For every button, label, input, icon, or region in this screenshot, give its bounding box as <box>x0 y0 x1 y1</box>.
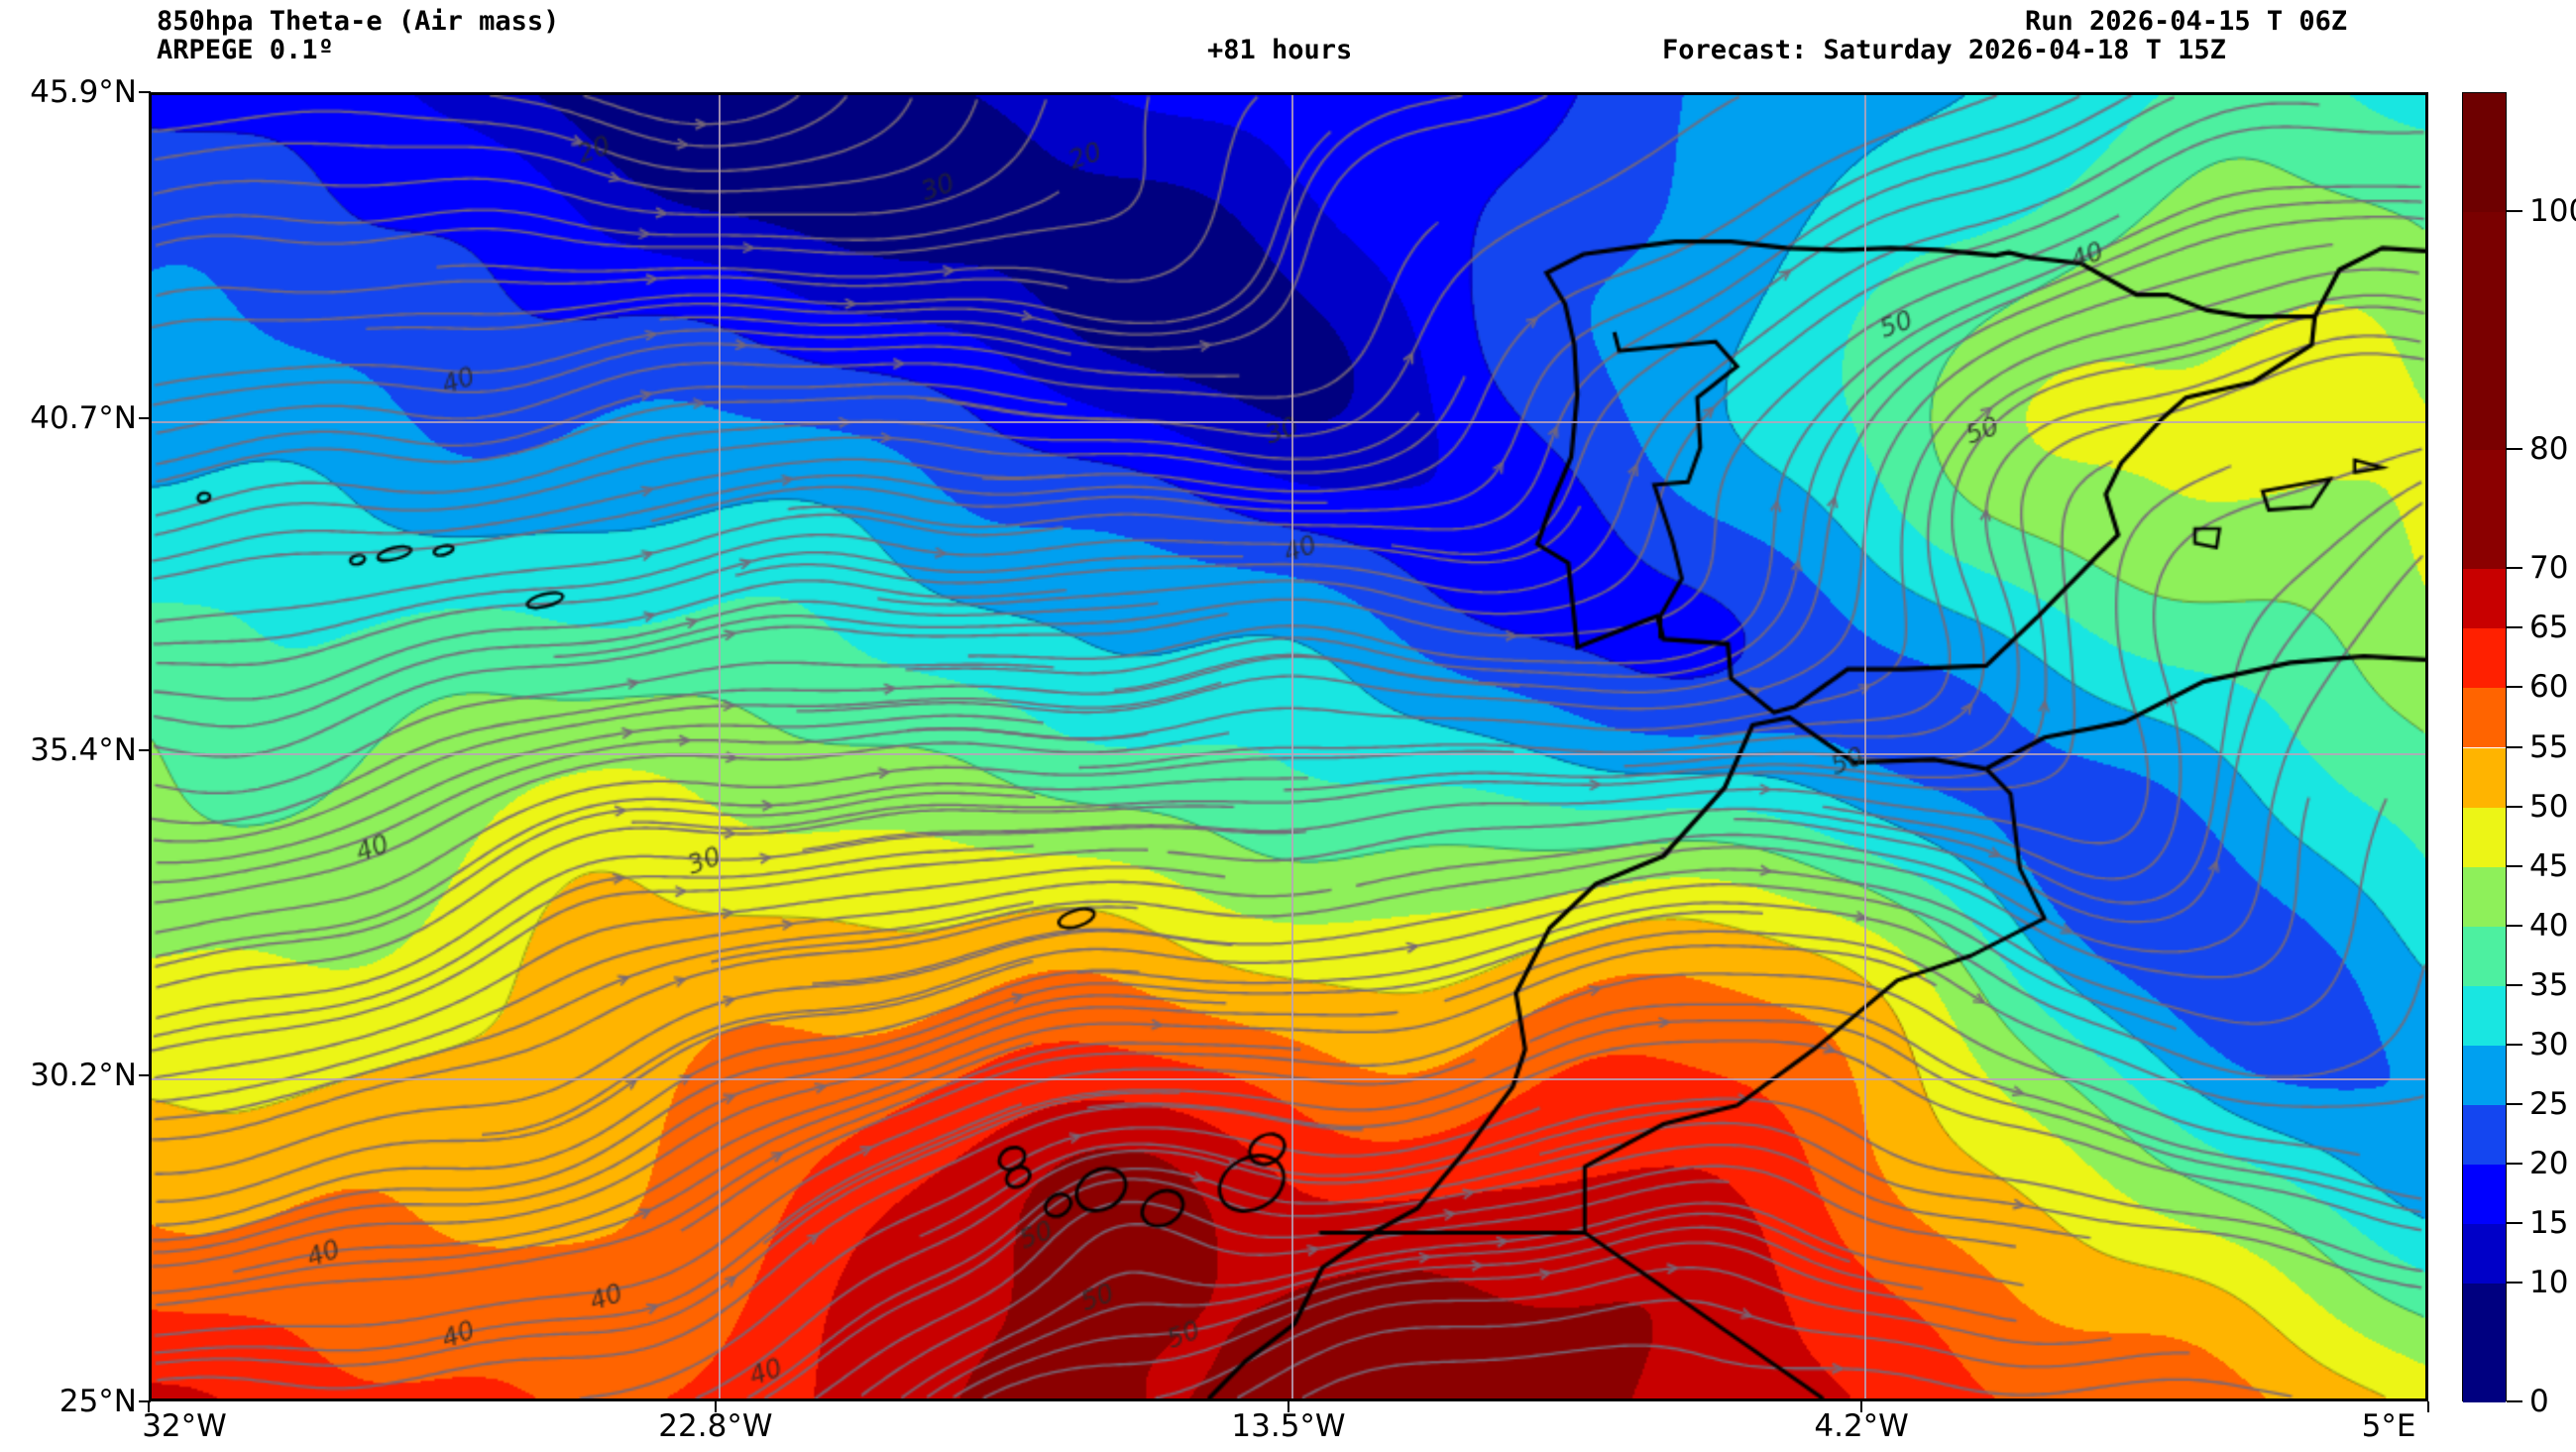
colorbar-segment <box>2463 628 2506 688</box>
colorbar-tick <box>2507 984 2522 986</box>
colorbar-tick <box>2507 1163 2522 1165</box>
colorbar-tick-label: 55 <box>2529 729 2568 765</box>
colorbar-tick <box>2507 1103 2522 1105</box>
colorbar-segment <box>2463 1284 2506 1402</box>
lead-time-label: +81 hours <box>1207 35 1352 65</box>
colorbar-tick-label: 25 <box>2529 1086 2568 1122</box>
colorbar <box>2462 92 2507 1401</box>
graticule-parallel <box>152 1078 2425 1080</box>
colorbar-segment <box>2463 927 2506 986</box>
colorbar-segment <box>2463 450 2506 569</box>
graticule-meridian <box>1291 95 1293 1398</box>
graticule-parallel <box>152 753 2425 755</box>
y-axis-tick <box>139 1074 151 1076</box>
colorbar-tick <box>2507 448 2522 450</box>
colorbar-tick-label: 40 <box>2529 908 2568 944</box>
colorbar-tick-label: 10 <box>2529 1265 2568 1300</box>
y-axis-label: 45.9°N <box>30 74 137 110</box>
colorbar-tick <box>2507 686 2522 688</box>
colorbar-tick-label: 30 <box>2529 1027 2568 1062</box>
colorbar-segment <box>2463 93 2506 212</box>
x-axis-label: 13.5°W <box>1231 1408 1345 1444</box>
y-axis-label: 35.4°N <box>30 732 137 768</box>
colorbar-tick-label: 50 <box>2529 789 2568 825</box>
colorbar-segment <box>2463 1046 2506 1105</box>
colorbar-tick <box>2507 806 2522 808</box>
colorbar-tick <box>2507 1400 2522 1402</box>
map-plot-area <box>149 92 2428 1401</box>
colorbar-tick-label: 60 <box>2529 669 2568 705</box>
colorbar-segment <box>2463 867 2506 927</box>
model-label: ARPEGE 0.1º <box>157 35 334 65</box>
colorbar-segment <box>2463 212 2506 450</box>
colorbar-tick-label: 45 <box>2529 848 2568 884</box>
y-axis-tick <box>139 749 151 751</box>
forecast-chart-page: 850hpa Theta-e (Air mass) ARPEGE 0.1º +8… <box>0 0 2576 1452</box>
y-axis-label: 25°N <box>59 1384 137 1419</box>
colorbar-tick-label: 100 <box>2529 193 2576 229</box>
page-title: 850hpa Theta-e (Air mass) <box>157 6 559 37</box>
colorbar-tick <box>2507 865 2522 867</box>
colorbar-tick <box>2507 1222 2522 1224</box>
graticule-meridian <box>719 95 721 1398</box>
colorbar-tick <box>2507 746 2522 748</box>
x-axis-label: 22.8°W <box>658 1408 772 1444</box>
y-axis-label: 30.2°N <box>30 1058 137 1093</box>
x-axis-label: 5°E <box>2362 1408 2416 1444</box>
colorbar-segment <box>2463 569 2506 628</box>
x-axis-tick <box>2427 1401 2429 1412</box>
graticule-parallel <box>152 421 2425 423</box>
thetae-field-canvas <box>152 95 2425 1398</box>
colorbar-tick <box>2507 925 2522 927</box>
colorbar-tick <box>2507 626 2522 628</box>
y-axis-tick <box>139 417 151 419</box>
colorbar-tick-label: 20 <box>2529 1146 2568 1181</box>
colorbar-tick-label: 15 <box>2529 1205 2568 1241</box>
colorbar-tick <box>2507 1044 2522 1046</box>
colorbar-tick-label: 70 <box>2529 550 2568 586</box>
colorbar-tick <box>2507 567 2522 569</box>
colorbar-segment <box>2463 1165 2506 1224</box>
colorbar-segment <box>2463 1224 2506 1284</box>
colorbar-segment <box>2463 688 2506 747</box>
forecast-valid-label: Forecast: Saturday 2026-04-18 T 15Z <box>1662 35 2226 65</box>
x-axis-label: 32°W <box>142 1408 227 1444</box>
run-time-label: Run 2026-04-15 T 06Z <box>2025 6 2347 37</box>
colorbar-segment <box>2463 986 2506 1046</box>
colorbar-tick <box>2507 210 2522 212</box>
colorbar-segment <box>2463 1105 2506 1165</box>
colorbar-tick-label: 65 <box>2529 610 2568 645</box>
graticule-meridian <box>1864 95 1866 1398</box>
colorbar-tick-label: 0 <box>2529 1384 2549 1419</box>
colorbar-segment <box>2463 808 2506 867</box>
colorbar-tick-label: 35 <box>2529 967 2568 1003</box>
colorbar-tick-label: 80 <box>2529 431 2568 467</box>
x-axis-label: 4.2°W <box>1814 1408 1908 1444</box>
y-axis-label: 40.7°N <box>30 400 137 436</box>
colorbar-tick <box>2507 1282 2522 1284</box>
y-axis-tick <box>139 91 151 93</box>
colorbar-segment <box>2463 748 2506 808</box>
